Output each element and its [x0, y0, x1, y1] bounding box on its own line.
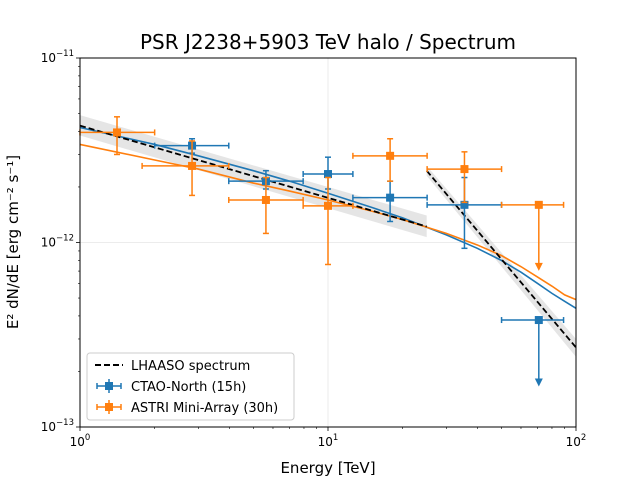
ctao-swatch-marker	[105, 382, 113, 390]
legend-lhaaso-label: LHAASO spectrum	[131, 359, 250, 374]
x-tick-label: 101	[318, 433, 339, 449]
ctao-marker	[534, 316, 543, 325]
astri-marker	[261, 195, 270, 204]
astri-data-point	[500, 200, 565, 271]
chart-title: PSR J2238+5903 TeV halo / Spectrum	[140, 30, 516, 54]
astri-data-point	[228, 176, 304, 235]
astri-marker	[386, 151, 395, 160]
astri-marker	[188, 161, 197, 170]
x-axis-label: Energy [TeV]	[280, 459, 375, 477]
y-tick-label: 10−13	[41, 418, 74, 434]
astri-marker	[324, 201, 332, 210]
astri-data-point	[79, 116, 156, 156]
ctao-marker	[460, 200, 469, 209]
astri-data-point	[141, 140, 230, 197]
ctao-marker	[386, 193, 395, 202]
astri-data-point	[302, 176, 354, 266]
ctao-upper-limit-arrow	[534, 378, 543, 387]
legend: LHAASO spectrum CTAO-North (15h) ASTRI M…	[86, 352, 295, 421]
legend-ctao-label: CTAO-North (15h)	[131, 380, 246, 395]
model-curves	[79, 124, 577, 348]
lhaaso-spectrum-line	[426, 170, 577, 348]
x-tick-label: 100	[70, 433, 91, 449]
astri-data-point	[426, 151, 503, 204]
ctao-data-point	[500, 316, 565, 387]
legend-box	[86, 352, 295, 421]
data-points	[79, 116, 565, 387]
astri-model-curve	[79, 143, 577, 301]
x-tick-label: 102	[566, 433, 587, 449]
astri-marker	[113, 128, 122, 137]
axis-ticks: 100 101 102 10−13 10−12 10−11	[41, 49, 587, 449]
legend-astri-label: ASTRI Mini-Array (30h)	[131, 401, 278, 416]
y-tick-label: 10−11	[41, 49, 74, 65]
astri-data-point	[352, 138, 428, 182]
y-tick-label: 10−12	[41, 234, 74, 250]
astri-swatch-marker	[105, 403, 113, 411]
astri-upper-limit-arrow	[534, 262, 543, 271]
ctao-marker	[324, 170, 332, 179]
astri-marker	[534, 200, 543, 209]
astri-marker	[460, 165, 469, 174]
legend-astri-swatch	[96, 400, 122, 414]
y-axis-label: E² dN/dE [erg cm⁻² s⁻¹]	[4, 155, 22, 329]
lhaaso-spectrum-line	[79, 124, 427, 228]
legend-ctao-swatch	[96, 379, 122, 393]
